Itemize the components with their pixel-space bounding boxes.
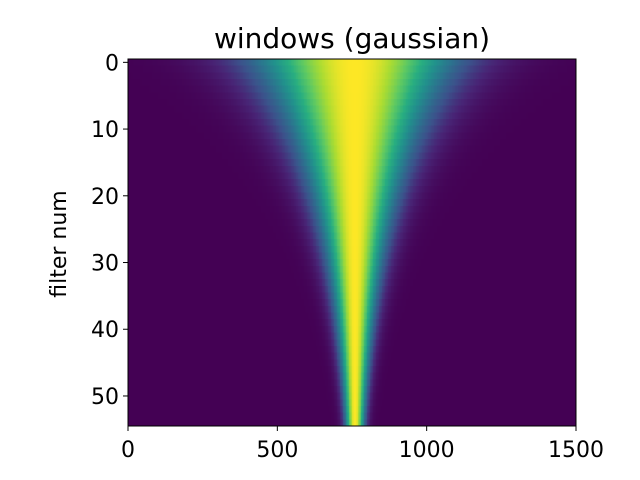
- heatmap-image: [128, 59, 576, 426]
- y-axis: 0 10 20 30 40 50: [91, 51, 128, 410]
- y-tick-label: 30: [91, 252, 119, 277]
- x-tick-label: 1000: [399, 438, 455, 463]
- heatmap-raster: [128, 59, 576, 426]
- y-tick-label: 40: [91, 318, 119, 343]
- y-axis-label: filter num: [47, 190, 72, 298]
- y-tick-label: 10: [91, 118, 119, 143]
- x-tick-label: 500: [256, 438, 298, 463]
- chart-title: windows (gaussian): [214, 22, 490, 55]
- x-tick-label: 0: [121, 438, 135, 463]
- plot-frame: [127, 58, 577, 427]
- x-tick-label: 1500: [548, 438, 604, 463]
- y-tick-label: 20: [91, 185, 119, 210]
- y-tick-label: 50: [91, 385, 119, 410]
- y-tick-label: 0: [105, 51, 119, 76]
- x-axis: 0 500 1000 1500: [121, 426, 604, 463]
